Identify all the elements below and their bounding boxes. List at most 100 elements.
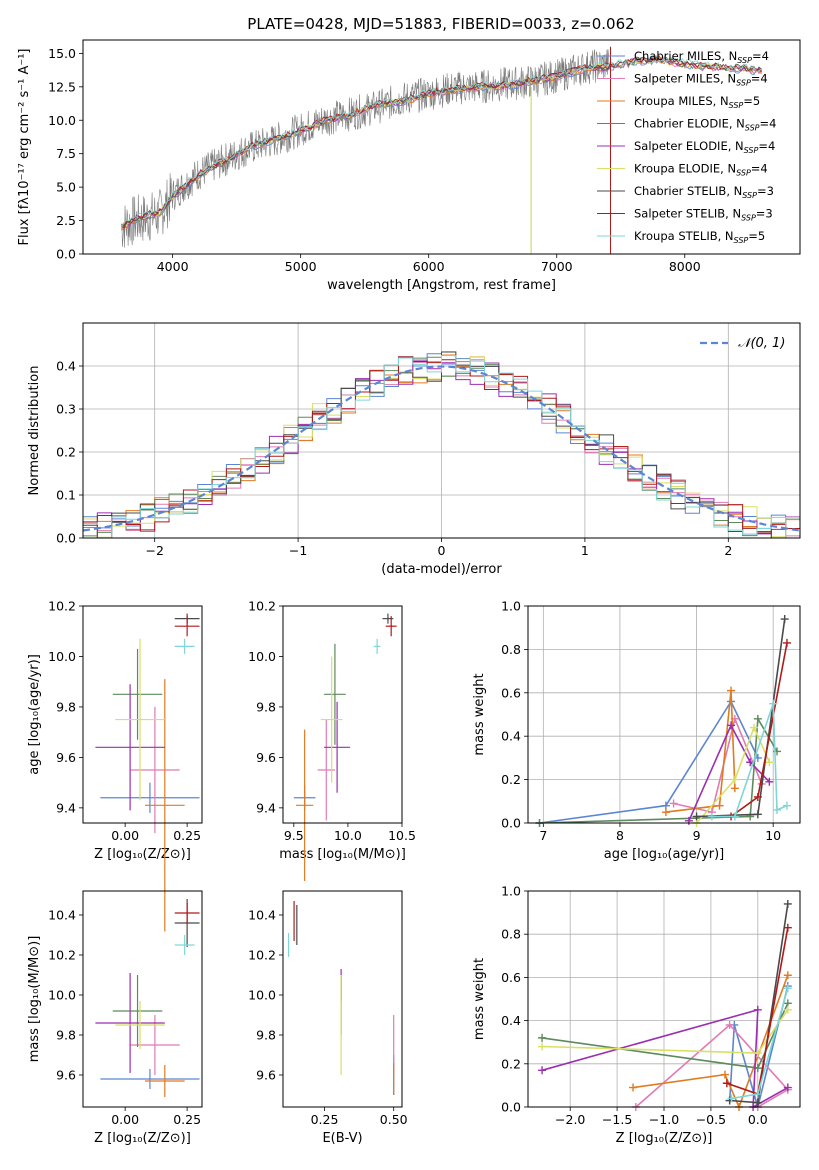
mass-vs-ebv-frame [282, 890, 403, 1108]
weight-marker [753, 1049, 762, 1057]
mass-vs-ebv-axes: 0.25 0.50 9.6 9.8 10.0 10.2 10.4 E(B-V) [248, 908, 407, 1147]
x-axis-label: wavelength [Angstrom, rest frame] [327, 278, 556, 293]
spectrum-plot [120, 46, 762, 254]
y-tick-label: 0.6 [501, 970, 521, 985]
weight-marker [780, 615, 789, 624]
weight-marker [773, 805, 782, 814]
weight-marker [730, 812, 739, 821]
legend-entry: Chabrier STELIB, NSSP=3 [634, 184, 774, 200]
y-axis-label: mass [log₁₀(M/M⊙)] [27, 936, 42, 1063]
age-vs-Z-points [95, 613, 200, 932]
spectrum-axes: 4000 5000 6000 7000 8000 0.0 2.5 5.0 7.5 10.0 12.5… [17, 46, 701, 293]
weight-line [696, 725, 771, 824]
y-tick-label: 0.0 [56, 531, 76, 546]
massweight-vs-Z-frame [527, 890, 801, 1108]
x-tick-label: 6000 [413, 259, 445, 274]
weight-marker [753, 792, 762, 801]
age-vs-Z-frame [82, 605, 203, 824]
weight-marker [765, 758, 774, 767]
gaussian-reference-line [83, 365, 800, 532]
weight-marker [783, 984, 792, 993]
y-tick-label: 9.8 [256, 1028, 276, 1043]
y-tick-label: 0.0 [501, 1100, 521, 1115]
x-axis-label: (data-model)/error [381, 562, 502, 577]
weight-line [539, 716, 778, 824]
weight-line [635, 1023, 790, 1108]
mass-vs-Z-points [95, 899, 200, 1097]
weight-marker [782, 638, 791, 647]
y-tick-label: 0.4 [56, 359, 76, 374]
x-tick-label: 10.5 [388, 828, 416, 843]
weight-marker [727, 721, 736, 730]
y-tick-label: 7.5 [56, 146, 76, 161]
weight-line [542, 1009, 789, 1054]
spectrum-legend: Chabrier MILES, NSSP=4 Salpeter MILES, NS… [597, 49, 776, 245]
weight-line [539, 699, 759, 824]
model-spectrum-line [120, 54, 762, 228]
x-axis-label: age [log₁₀(age/yr)] [604, 847, 725, 862]
weight-marker [707, 812, 716, 821]
y-tick-label: 1.0 [501, 599, 521, 614]
legend-entry: 𝒩(0, 1) [738, 336, 785, 351]
age-vs-mass-frame [282, 605, 403, 824]
x-tick-label: −0.5 [696, 1112, 726, 1127]
weight-marker [753, 810, 762, 819]
weight-line [541, 1008, 789, 1109]
residuals-frame [82, 322, 801, 539]
weight-marker [725, 1020, 734, 1029]
x-axis-label: E(B-V) [322, 1131, 362, 1146]
x-tick-label: −1.5 [602, 1112, 632, 1127]
x-tick-label: 10.0 [334, 828, 362, 843]
y-tick-label: 15.0 [48, 46, 76, 61]
x-tick-label: 0.50 [380, 1112, 408, 1127]
y-tick-label: 0.0 [56, 247, 76, 262]
weight-line [632, 974, 789, 1110]
x-tick-label: 4000 [157, 259, 189, 274]
x-tick-label: −1.0 [649, 1112, 679, 1127]
y-tick-label: 0.0 [501, 816, 521, 831]
weight-marker [765, 777, 774, 786]
weight-marker [753, 1005, 762, 1014]
y-tick-label: 10.4 [248, 908, 276, 923]
y-tick-label: 1.0 [501, 884, 521, 899]
weight-line [665, 690, 736, 813]
weight-marker [769, 699, 778, 708]
y-tick-label: 12.5 [48, 79, 76, 94]
legend-entry: Chabrier MILES, NSSP=4 [634, 49, 769, 65]
x-tick-label: 0.00 [111, 1112, 139, 1127]
y-tick-label: 10.0 [248, 988, 276, 1003]
y-tick-label: 9.4 [56, 800, 76, 815]
x-tick-label: 8 [616, 828, 624, 843]
y-tick-label: 2.5 [56, 213, 76, 228]
y-axis-label: age [log₁₀(age/yr)] [27, 654, 42, 775]
legend-entry: Salpeter ELODIE, NSSP=4 [634, 139, 775, 155]
y-axis-label: mass weight [472, 673, 487, 755]
y-axis-label: Normed distribution [27, 366, 42, 496]
x-tick-label: −1 [289, 543, 307, 558]
x-axis-label: Z [log₁₀(Z/Z⊙)] [616, 1131, 713, 1146]
weight-marker [629, 1083, 638, 1092]
y-tick-label: 10.2 [248, 948, 276, 963]
mass-vs-Z-axes: 0.00 0.25 9.6 9.8 10.0 10.2 10.4 Z [log₁₀(Z/Z⊙)… [27, 908, 201, 1147]
y-tick-label: 10.0 [48, 113, 76, 128]
massweight-vs-Z-series [538, 899, 792, 1111]
weight-line [696, 618, 786, 818]
y-tick-label: 0.2 [501, 772, 521, 787]
weight-marker [661, 808, 670, 817]
y-tick-label: 10.2 [248, 599, 276, 614]
residual-histogram [83, 355, 800, 538]
y-tick-label: 9.4 [256, 800, 276, 815]
x-axis-label: mass [log₁₀(M/M⊙)] [279, 847, 406, 862]
x-tick-label: 0.25 [173, 1112, 201, 1127]
weight-marker [720, 1070, 729, 1079]
y-tick-label: 0.4 [501, 1013, 521, 1028]
weight-marker [727, 1094, 736, 1103]
x-tick-label: −2.0 [555, 1112, 585, 1127]
y-tick-label: 0.6 [501, 685, 521, 700]
x-tick-label: 9 [693, 828, 701, 843]
weight-marker [783, 1005, 792, 1014]
weight-marker [692, 812, 701, 821]
y-tick-label: 10.2 [48, 948, 76, 963]
y-tick-label: 5.0 [56, 180, 76, 195]
